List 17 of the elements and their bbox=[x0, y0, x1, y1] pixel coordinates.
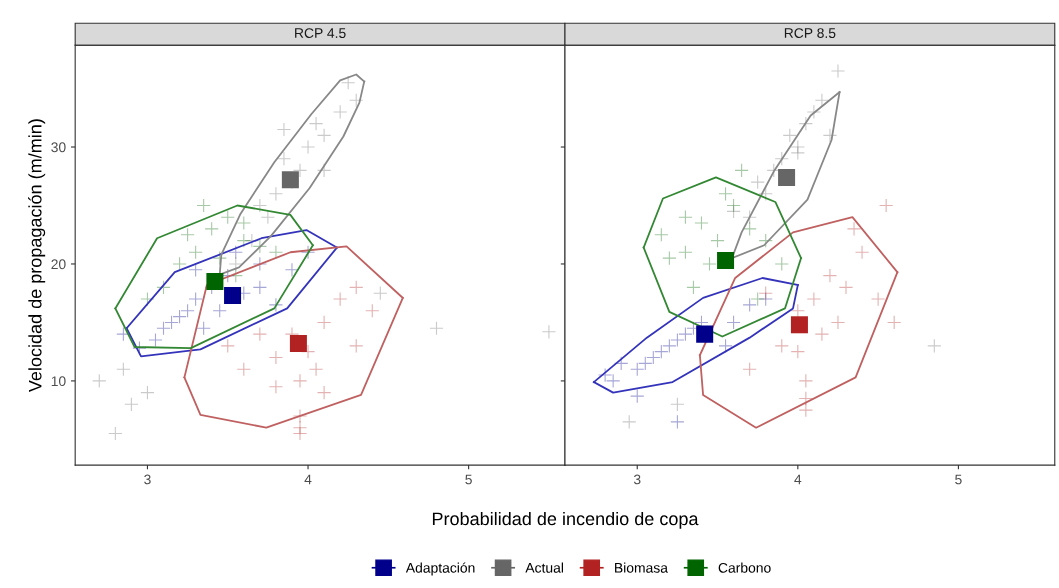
x-axis-title: Probabilidad de incendio de copa bbox=[432, 511, 699, 529]
x-tick-label: 5 bbox=[465, 474, 472, 485]
x-tick-label: 4 bbox=[794, 474, 802, 485]
x-tick-label: 4 bbox=[304, 474, 312, 485]
y-tick-label: 10 bbox=[51, 376, 66, 387]
legend-label: Carbono bbox=[718, 562, 771, 573]
legend-label: Actual bbox=[525, 562, 563, 573]
legend-label: Adaptación bbox=[405, 562, 475, 576]
y-axis-title: Velocidad de propagación (m/min) bbox=[28, 119, 46, 393]
x-tick-label: 3 bbox=[144, 474, 151, 485]
chart-title: RCP 8.5 bbox=[784, 28, 836, 38]
y-tick-label: 30 bbox=[51, 142, 66, 153]
chart-title: RCP 4.5 bbox=[295, 28, 346, 38]
legend-label: Biomasa bbox=[615, 562, 668, 573]
y-tick-label: 20 bbox=[51, 259, 66, 270]
x-tick-label: 5 bbox=[955, 474, 962, 485]
x-tick-label: 3 bbox=[633, 474, 641, 485]
